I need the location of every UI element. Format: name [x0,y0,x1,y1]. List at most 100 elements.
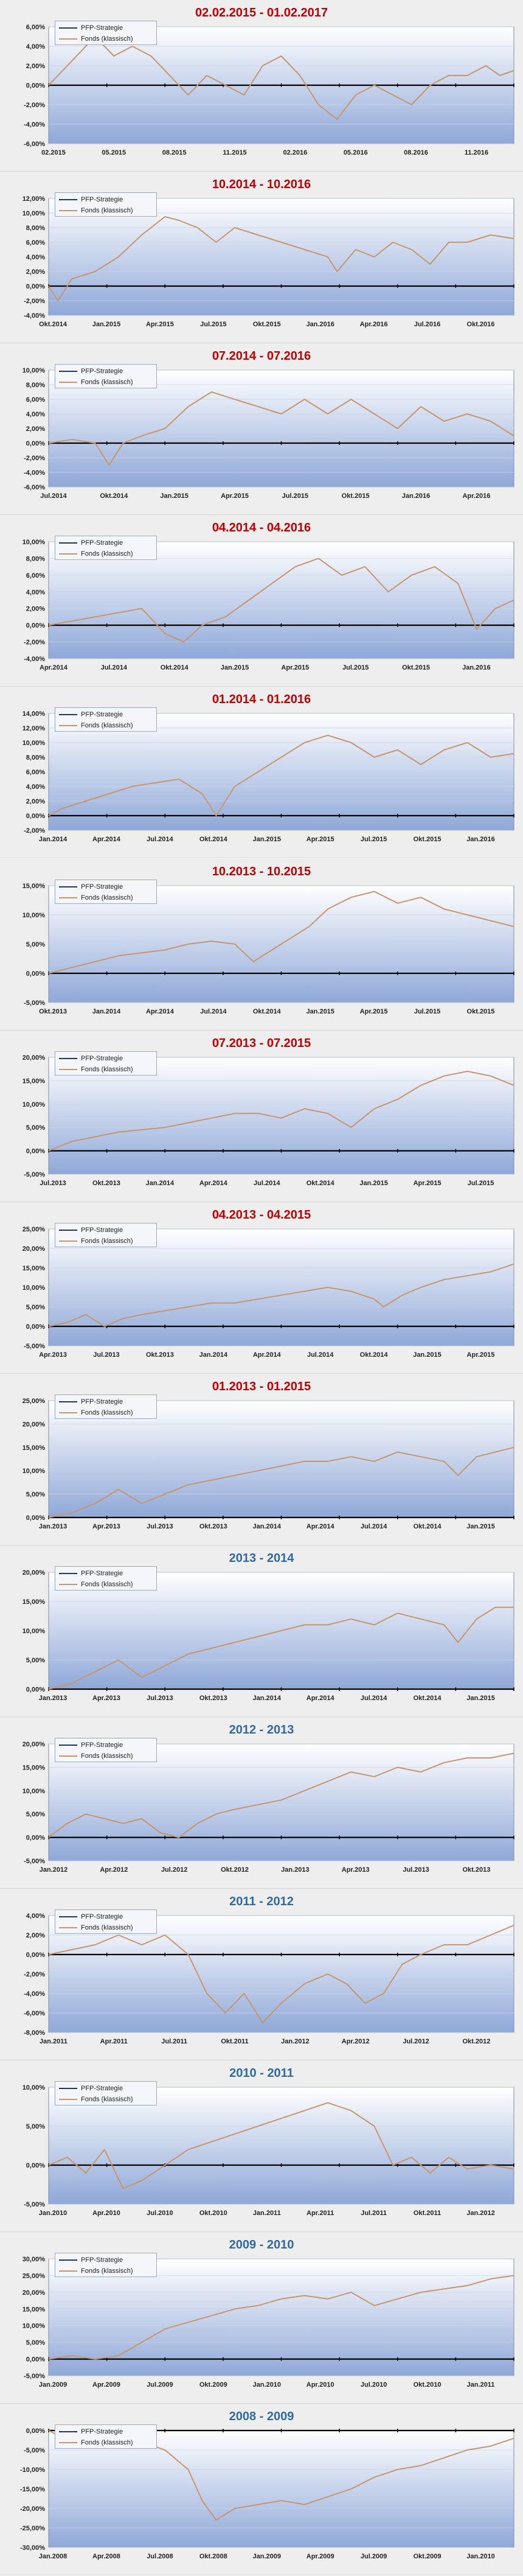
legend-swatch [59,210,77,211]
x-tick-label: Okt.2011 [221,2038,248,2045]
x-tick-label: Apr.2013 [39,1351,67,1359]
x-tick-label: Okt.2015 [342,492,370,500]
y-tick-label: -20,00% [20,2505,45,2513]
legend-swatch [59,2259,77,2261]
x-tick-label: 02.2015 [41,149,66,156]
y-tick-label: 20,00% [23,1054,46,1062]
legend-label: PFP-Strategie [81,1055,123,1062]
x-tick-label: Apr.2011 [307,2210,334,2217]
chart-panel: 2009 - 2010 30,00% 25,00% 20,00% 15,00% 10,00… [0,2232,523,2404]
legend-swatch [59,199,77,200]
y-tick-label: 0,00% [26,1686,45,1693]
legend-entry: Fonds (klassisch) [55,1407,158,1418]
legend-label: Fonds (klassisch) [81,2439,133,2446]
x-tick-label: Okt.2008 [199,2553,227,2560]
y-tick-label: 0,00% [26,440,45,447]
legend-entry: Fonds (klassisch) [55,1064,158,1075]
y-tick-label: 20,00% [23,1421,46,1428]
legend-swatch [59,2442,77,2443]
chart-panel: 2012 - 2013 20,00% 15,00% 10,00% 5,00% 0,00% -… [0,1717,523,1889]
y-tick-label: 8,00% [26,555,45,562]
legend-entry: Fonds (klassisch) [55,2266,158,2277]
x-tick-label: Jan.2013 [39,1695,67,1702]
x-tick-label: Apr.2015 [467,1351,495,1359]
x-tick-label: Apr.2016 [462,492,490,500]
x-tick-label: Okt.2015 [467,1008,495,1015]
line-chart: 25,00% 20,00% 15,00% 10,00% 5,00% 0,00% -5,00%… [23,1226,514,1359]
plot-area [48,541,514,659]
y-tick-label: -5,00% [24,1858,45,1865]
legend-swatch [59,1584,77,1585]
legend-label: Fonds (klassisch) [81,207,133,214]
x-tick-label: Apr.2013 [342,1866,370,1874]
legend-entry: Fonds (klassisch) [55,1751,158,1762]
legend-swatch [59,1927,77,1928]
chart-title: 02.02.2015 - 01.02.2017 [195,6,328,19]
chart-title: 2009 - 2010 [229,2238,294,2252]
chart-legend: PFP-Strategie Fonds (klassisch) [55,2253,157,2277]
x-tick-label: Jan.2008 [39,2553,67,2560]
y-tick-label: 5,00% [26,1657,45,1664]
line-chart: 20,00%15,00%10,00%5,00%0,00%-5,00%Jan.20… [23,1741,514,1874]
y-tick-label: -30,00% [20,2544,45,2552]
plot-area [48,2087,514,2205]
chart-title: 04.2013 - 04.2015 [212,1208,311,1222]
y-tick-label: 5,00% [26,2123,45,2130]
y-tick-label: -15,00% [20,2486,45,2493]
y-tick-label: -6,00% [24,484,45,491]
x-tick-label: Okt.2013 [199,1523,227,1530]
legend-label: PFP-Strategie [81,196,123,203]
x-tick-label: Jul.2013 [147,1523,173,1530]
x-tick-label: Okt.2013 [199,1695,227,1702]
chart-legend: PFP-Strategie Fonds (klassisch) [55,880,157,904]
y-tick-label: 0,00% [26,970,45,978]
x-tick-label: Jan.2016 [466,836,494,843]
x-tick-label: Jul.2014 [361,1695,387,1702]
series-line-fund [48,558,514,643]
y-tick-label: 10,00% [23,2084,46,2091]
y-tick-label: -5,00% [24,1171,45,1178]
chart-legend: PFP-Strategie Fonds (klassisch) [55,1051,157,1076]
x-tick-label: Jul.2012 [161,1866,187,1874]
y-tick-label: 0,00% [26,1148,45,1155]
legend-label: Fonds (klassisch) [81,1237,133,1245]
y-tick-label: 15,00% [23,1265,46,1272]
series-line-fund [48,1071,514,1152]
x-tick-label: Jan.2010 [39,2210,67,2217]
y-tick-label: 10,00% [23,1468,46,1475]
y-tick-label: 10,00% [23,1284,46,1292]
y-tick-label: 10,00% [23,912,46,919]
x-tick-label: Jul.2015 [282,492,308,500]
series-line-fund [48,2275,514,2360]
chart-panel: 2011 - 2012 4,00% 2,00% 0,00% -2,00% -4,00% -6… [0,1889,523,2060]
series-line-fund [48,1752,514,1838]
x-tick-label: Jan.2015 [359,1180,387,1187]
x-tick-label: Jan.2015 [466,1523,494,1530]
series-line-fund [48,1606,514,1690]
x-tick-label: Jul.2013 [147,1695,173,1702]
x-tick-label: Apr.2014 [199,1180,228,1187]
legend-entry: Fonds (klassisch) [55,892,158,903]
legend-label: PFP-Strategie [81,2085,123,2092]
y-tick-label: 15,00% [23,883,46,890]
legend-label: PFP-Strategie [81,24,123,32]
x-tick-label: 05.2015 [102,149,126,156]
y-tick-label: 2,00% [26,798,45,805]
y-tick-label: 0,00% [26,2427,45,2435]
y-tick-label: -5,00% [24,999,45,1007]
x-tick-label: Apr.2014 [253,1351,282,1359]
x-tick-label: Jul.2009 [147,2381,173,2389]
y-tick-label: -5,00% [24,2201,45,2208]
y-tick-label: 8,00% [26,225,45,232]
y-tick-label: 10,00% [23,1101,46,1108]
y-tick-label: -8,00% [24,2029,45,2037]
x-tick-label: Jul.2014 [200,1008,227,1015]
legend-swatch [59,542,77,544]
y-tick-label: 0,00% [26,1835,45,1842]
y-tick-label: 14,00% [23,710,46,718]
y-tick-label: 5,00% [26,1811,45,1818]
y-tick-label: 2,00% [26,606,45,613]
legend-swatch [59,382,77,383]
x-tick-label: Jan.2011 [40,2038,68,2045]
y-tick-label: -6,00% [24,141,45,148]
